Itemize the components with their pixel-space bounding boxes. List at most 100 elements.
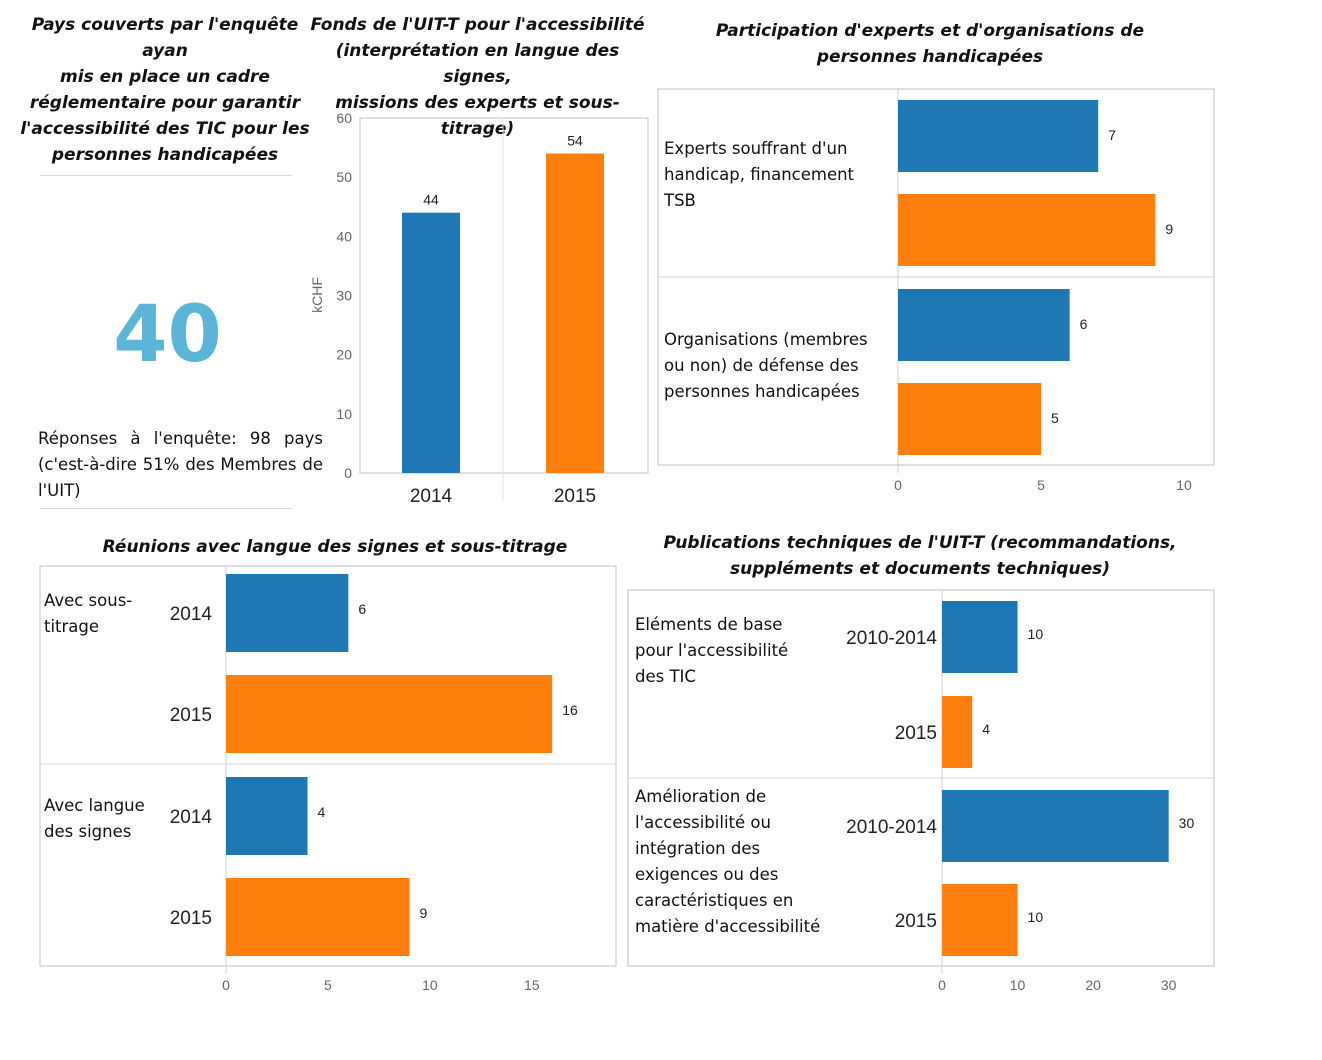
participation-group-label: Organisations (membres ou non) de défens… bbox=[664, 327, 894, 405]
kpi-note: Réponses à l'enquête: 98 pays (c'est-à-d… bbox=[38, 429, 323, 500]
reunions-x-tick-label: 5 bbox=[324, 977, 332, 993]
fonds-y-tick-label: 30 bbox=[336, 288, 352, 304]
kpi-value: 40 bbox=[113, 290, 222, 380]
fonds-y-tick-label: 0 bbox=[344, 465, 352, 481]
label-line: Experts souffrant d'un bbox=[664, 139, 848, 158]
reunions-x-tick-label: 0 bbox=[222, 977, 230, 993]
publications-bar bbox=[942, 884, 1018, 956]
participation-bar-value: 9 bbox=[1165, 221, 1173, 237]
participation-bar-value: 7 bbox=[1108, 127, 1116, 143]
publications-bar-sublabel: 2015 bbox=[895, 911, 937, 932]
participation-x-tick-label: 0 bbox=[894, 477, 902, 493]
kpi-title: Pays couverts par l'enquête ayan mis en … bbox=[10, 12, 320, 168]
publications-bar-sublabel: 2015 bbox=[895, 723, 937, 744]
reunions-bar bbox=[226, 777, 308, 855]
label-line: ou non) de défense des bbox=[664, 356, 859, 375]
kpi-title-line: l'accessibilité des TIC pour les bbox=[20, 119, 310, 139]
label-line: pour l'accessibilité bbox=[635, 641, 789, 660]
kpi-title-line: personnes handicapées bbox=[51, 145, 279, 165]
reunions-bar-value: 6 bbox=[358, 601, 366, 617]
kpi-divider-top bbox=[40, 175, 292, 176]
participation-title-line: Participation d'experts et d'organisatio… bbox=[715, 21, 1145, 41]
fonds-bar-value: 44 bbox=[423, 192, 439, 208]
publications-x-tick-label: 10 bbox=[1010, 977, 1026, 993]
reunions-bar-sublabel: 2015 bbox=[170, 908, 212, 929]
publications-bar-value: 4 bbox=[982, 721, 990, 737]
reunions-group-label: Avec langue des signes bbox=[44, 793, 164, 845]
label-line: personnes handicapées bbox=[664, 382, 860, 401]
kpi-title-line: mis en place un cadre bbox=[60, 67, 270, 87]
label-line: intégration des bbox=[635, 839, 761, 858]
fonds-y-axis-label: kCHF bbox=[309, 277, 325, 313]
fonds-y-tick-label: 10 bbox=[336, 406, 352, 422]
participation-title-line: personnes handicapées bbox=[816, 47, 1044, 67]
publications-title-line: Publications techniques de l'UIT-T (reco… bbox=[663, 533, 1177, 553]
reunions-x-tick-label: 15 bbox=[524, 977, 540, 993]
label-line: des signes bbox=[44, 822, 132, 841]
label-line: Avec langue bbox=[44, 796, 145, 815]
publications-title: Publications techniques de l'UIT-T (reco… bbox=[630, 530, 1210, 582]
fonds-y-tick-label: 50 bbox=[336, 169, 352, 185]
label-line: Amélioration de bbox=[635, 787, 767, 806]
reunions-bar-value: 16 bbox=[562, 702, 578, 718]
participation-bar-value: 6 bbox=[1080, 316, 1088, 332]
fonds-x-category-label: 2015 bbox=[554, 486, 596, 507]
publications-x-tick-label: 30 bbox=[1161, 977, 1177, 993]
reunions-bar bbox=[226, 878, 410, 956]
reunions-bar-sublabel: 2014 bbox=[170, 604, 213, 625]
publications-x-tick-label: 0 bbox=[938, 977, 946, 993]
publications-bar bbox=[942, 696, 973, 768]
participation-bar bbox=[898, 194, 1156, 266]
kpi-title-line: réglementaire pour garantir bbox=[29, 93, 301, 113]
publications-bar bbox=[942, 790, 1169, 862]
reunions-plot-frame bbox=[39, 565, 617, 967]
label-line: Organisations (membres bbox=[664, 330, 868, 349]
participation-title: Participation d'experts et d'organisatio… bbox=[660, 18, 1200, 70]
fonds-bar bbox=[402, 212, 460, 473]
participation-bar bbox=[898, 100, 1099, 172]
publications-group-label: Eléments de base pour l'accessibilité de… bbox=[635, 612, 835, 690]
fonds-bar bbox=[546, 153, 604, 473]
fonds-title-line: (interprétation en langue des signes, bbox=[335, 41, 620, 87]
kpi-title-line: Pays couverts par l'enquête ayan bbox=[31, 15, 299, 61]
publications-bar-value: 10 bbox=[1028, 626, 1044, 642]
publications-bar-value: 10 bbox=[1028, 909, 1044, 925]
reunions-bar-value: 4 bbox=[318, 804, 326, 820]
reunions-group-label: Avec sous- titrage bbox=[44, 588, 164, 640]
fonds-bar-value: 54 bbox=[567, 133, 583, 149]
publications-bar-sublabel: 2010-2014 bbox=[846, 817, 937, 838]
participation-bar bbox=[898, 289, 1070, 361]
label-line: TSB bbox=[664, 191, 696, 210]
fonds-y-tick-label: 20 bbox=[336, 347, 352, 363]
publications-bar bbox=[942, 601, 1018, 673]
label-line: matière d'accessibilité bbox=[635, 917, 821, 936]
label-line: des TIC bbox=[635, 667, 696, 686]
label-line: exigences ou des bbox=[635, 865, 779, 884]
reunions-bar bbox=[226, 675, 553, 753]
kpi-divider-bottom bbox=[40, 508, 292, 509]
participation-bar-value: 5 bbox=[1051, 410, 1059, 426]
participation-bar bbox=[898, 383, 1041, 455]
label-line: handicap, financement bbox=[664, 165, 855, 184]
reunions-bar-sublabel: 2015 bbox=[170, 705, 212, 726]
label-line: titrage bbox=[44, 617, 100, 636]
label-line: caractéristiques en bbox=[635, 891, 794, 910]
publications-title-line: suppléments et documents techniques) bbox=[730, 559, 1110, 579]
reunions-bar-sublabel: 2014 bbox=[170, 807, 213, 828]
publications-group-label: Amélioration de l'accessibilité ou intég… bbox=[635, 784, 835, 940]
publications-bar-sublabel: 2010-2014 bbox=[846, 628, 937, 649]
fonds-x-category-label: 2014 bbox=[410, 486, 453, 507]
publications-x-tick-label: 20 bbox=[1085, 977, 1101, 993]
fonds-y-tick-label: 40 bbox=[336, 228, 352, 244]
participation-group-label: Experts souffrant d'un handicap, finance… bbox=[664, 136, 894, 214]
fonds-title-line: Fonds de l'UIT-T pour l'accessibilité bbox=[310, 15, 645, 35]
fonds-title: Fonds de l'UIT-T pour l'accessibilité (i… bbox=[305, 12, 650, 142]
reunions-bar-value: 9 bbox=[420, 905, 428, 921]
label-line: Eléments de base bbox=[635, 615, 783, 634]
participation-x-tick-label: 5 bbox=[1037, 477, 1045, 493]
fonds-y-tick-label: 60 bbox=[336, 110, 352, 126]
label-line: Avec sous- bbox=[44, 591, 133, 610]
publications-bar-value: 30 bbox=[1179, 815, 1195, 831]
reunions-bar bbox=[226, 574, 349, 652]
